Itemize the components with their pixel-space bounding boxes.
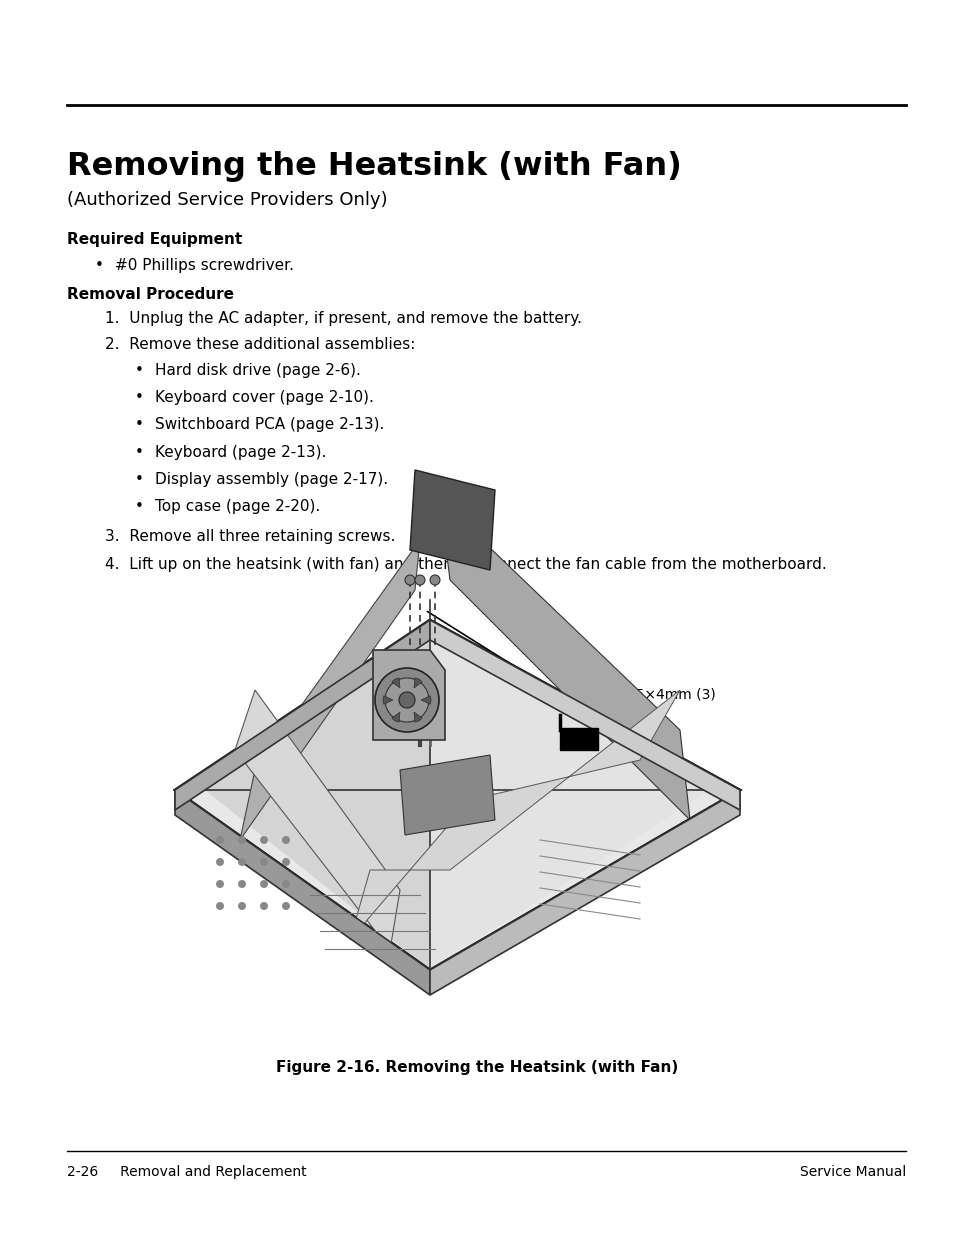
- Text: 3.  Remove all three retaining screws.: 3. Remove all three retaining screws.: [105, 529, 395, 543]
- Text: •: •: [134, 390, 144, 405]
- Circle shape: [282, 902, 290, 910]
- Text: •: •: [134, 472, 144, 487]
- Text: •: •: [94, 258, 104, 273]
- Circle shape: [237, 881, 246, 888]
- Polygon shape: [350, 690, 679, 940]
- Text: •: •: [134, 499, 144, 514]
- Text: Removing the Heatsink (with Fan): Removing the Heatsink (with Fan): [67, 151, 680, 182]
- Circle shape: [405, 576, 415, 585]
- Polygon shape: [373, 650, 444, 740]
- Circle shape: [237, 902, 246, 910]
- Circle shape: [398, 692, 415, 708]
- Text: (Authorized Service Providers Only): (Authorized Service Providers Only): [67, 191, 387, 210]
- Polygon shape: [430, 620, 740, 810]
- Polygon shape: [399, 755, 495, 835]
- Polygon shape: [174, 790, 430, 995]
- Text: Top case (page 2-20).: Top case (page 2-20).: [154, 499, 319, 514]
- Polygon shape: [234, 690, 399, 950]
- Circle shape: [215, 836, 224, 844]
- Polygon shape: [174, 620, 430, 810]
- Text: #0 Phillips screwdriver.: #0 Phillips screwdriver.: [114, 258, 294, 273]
- Text: •: •: [134, 417, 144, 432]
- Circle shape: [260, 858, 268, 866]
- Text: 2-26     Removal and Replacement: 2-26 Removal and Replacement: [67, 1165, 306, 1179]
- Text: Hard disk drive (page 2-6).: Hard disk drive (page 2-6).: [154, 363, 360, 378]
- Circle shape: [282, 836, 290, 844]
- Wedge shape: [382, 695, 393, 704]
- Text: Required Equipment: Required Equipment: [67, 232, 242, 247]
- Circle shape: [282, 881, 290, 888]
- Text: Display assembly (page 2-17).: Display assembly (page 2-17).: [154, 472, 388, 487]
- Wedge shape: [414, 678, 422, 688]
- Polygon shape: [205, 620, 430, 969]
- Text: 1.  Unplug the AC adapter, if present, and remove the battery.: 1. Unplug the AC adapter, if present, an…: [105, 311, 581, 326]
- Text: Keyboard (page 2-13).: Keyboard (page 2-13).: [154, 445, 326, 459]
- Wedge shape: [420, 695, 431, 704]
- Circle shape: [430, 576, 439, 585]
- Circle shape: [385, 678, 429, 722]
- Polygon shape: [430, 620, 709, 969]
- Polygon shape: [430, 790, 740, 995]
- Circle shape: [260, 881, 268, 888]
- Polygon shape: [240, 540, 419, 840]
- Text: Screw, M2.5×4mm (3): Screw, M2.5×4mm (3): [559, 688, 715, 701]
- Text: Service Manual: Service Manual: [800, 1165, 905, 1179]
- Text: Figure 2-16. Removing the Heatsink (with Fan): Figure 2-16. Removing the Heatsink (with…: [275, 1060, 678, 1074]
- Text: 2.  Remove these additional assemblies:: 2. Remove these additional assemblies:: [105, 337, 415, 352]
- Wedge shape: [392, 713, 399, 722]
- Polygon shape: [410, 471, 495, 571]
- Circle shape: [215, 881, 224, 888]
- Polygon shape: [174, 620, 740, 969]
- Text: Removal Procedure: Removal Procedure: [67, 287, 233, 301]
- Wedge shape: [392, 678, 399, 688]
- Circle shape: [237, 836, 246, 844]
- Polygon shape: [439, 500, 689, 820]
- Circle shape: [260, 902, 268, 910]
- Circle shape: [415, 576, 424, 585]
- Text: Keyboard cover (page 2-10).: Keyboard cover (page 2-10).: [154, 390, 374, 405]
- Circle shape: [375, 668, 438, 732]
- Circle shape: [282, 858, 290, 866]
- Circle shape: [215, 858, 224, 866]
- Text: •: •: [134, 363, 144, 378]
- Circle shape: [260, 836, 268, 844]
- Circle shape: [237, 858, 246, 866]
- Text: Switchboard PCA (page 2-13).: Switchboard PCA (page 2-13).: [154, 417, 384, 432]
- Wedge shape: [414, 713, 422, 722]
- Circle shape: [215, 902, 224, 910]
- Text: •: •: [134, 445, 144, 459]
- Bar: [559, 727, 598, 750]
- Text: 4.  Lift up on the heatsink (with fan) and then disconnect the fan cable from th: 4. Lift up on the heatsink (with fan) an…: [105, 557, 825, 572]
